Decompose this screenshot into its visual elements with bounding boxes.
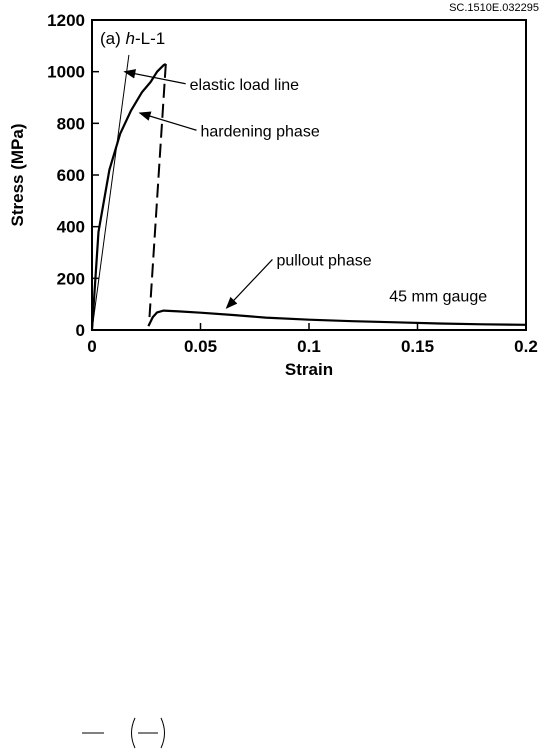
y-tick-label: 600 <box>57 166 85 185</box>
stray-bracket-right <box>160 717 165 749</box>
annotation-arrow <box>123 69 186 85</box>
x-tick-label: 0.15 <box>401 337 434 356</box>
y-tick-label: 200 <box>57 269 85 288</box>
series-line-2 <box>148 63 167 318</box>
y-tick-label: 1200 <box>47 11 85 30</box>
figure-code-label: SC.1510E.032295 <box>449 2 539 14</box>
annotation-arrow <box>225 259 273 309</box>
series-line-1 <box>90 62 167 331</box>
y-axis-title: Stress (MPa) <box>8 124 27 227</box>
stray-marks <box>82 717 165 749</box>
stress-strain-chart: 0 0.05 0.1 0.15 0.2 0 200 400 600 800 1000 1200 el… <box>8 11 538 379</box>
y-tick-label: 800 <box>57 114 85 133</box>
annotation-label: 45 mm gauge <box>389 289 487 306</box>
annotation-label: pullout phase <box>276 252 371 269</box>
y-tick-label: 400 <box>57 218 85 237</box>
y-tick-label: 0 <box>76 321 85 340</box>
annotation-label: elastic load line <box>190 77 300 94</box>
x-tick-label: 0.2 <box>514 337 538 356</box>
series-line-3 <box>147 309 527 327</box>
plot-frame <box>91 19 527 331</box>
annotation-arrow <box>138 111 197 131</box>
y-tick-label: 1000 <box>47 63 85 82</box>
stray-bracket-left <box>131 717 136 749</box>
annotation-label: hardening phase <box>201 123 320 140</box>
x-tick-label: 0.1 <box>297 337 321 356</box>
x-tick-label: 0.05 <box>184 337 217 356</box>
series-line-4 <box>91 54 130 331</box>
x-axis-title: Strain <box>285 360 333 379</box>
panel-label: (a) h-L-1 <box>100 29 165 48</box>
x-tick-label: 0 <box>87 337 96 356</box>
